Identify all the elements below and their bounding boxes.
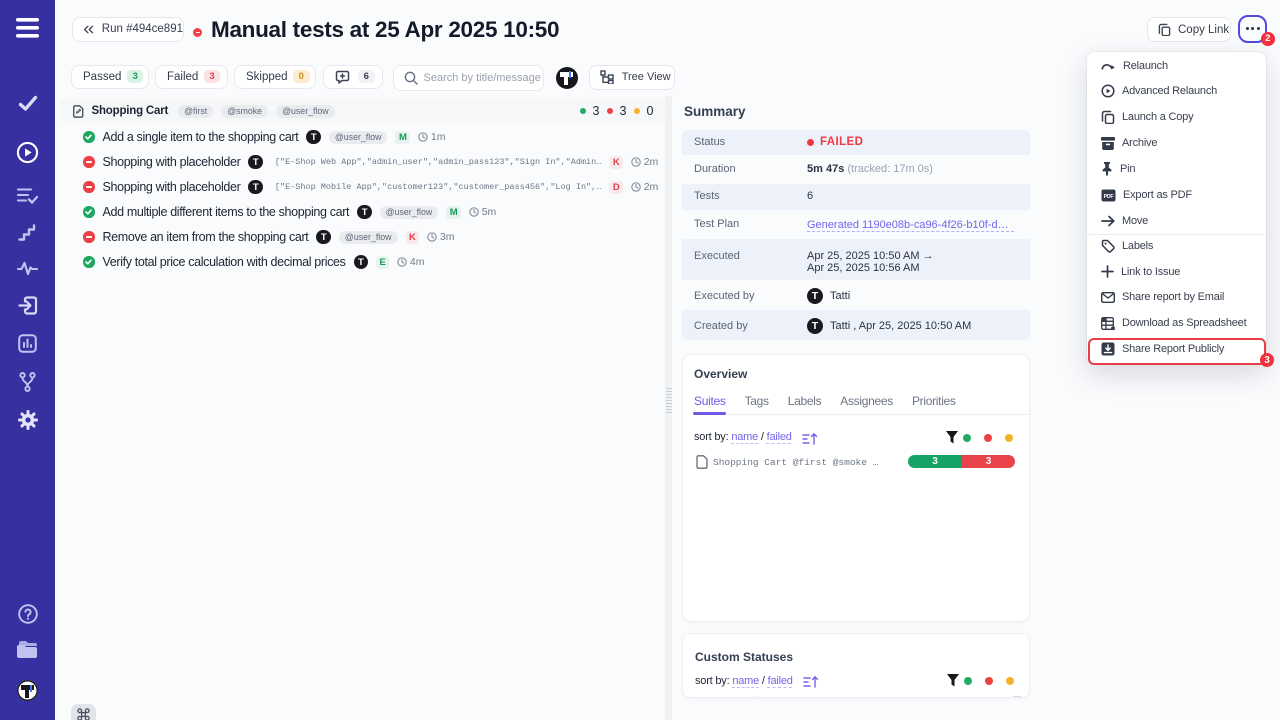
svg-text:PDF: PDF	[1104, 194, 1114, 200]
